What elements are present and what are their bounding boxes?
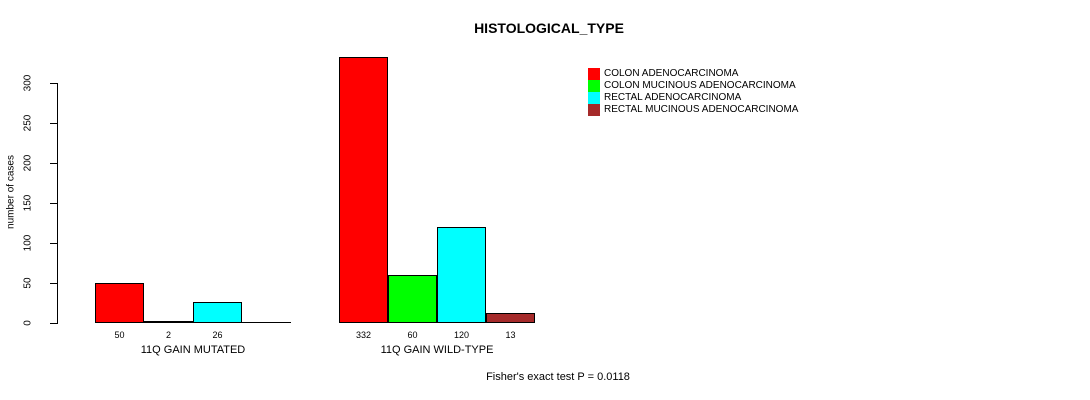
bar	[388, 275, 437, 323]
legend-item: COLON ADENOCARCINOMA	[588, 68, 798, 80]
legend-item-label: RECTAL ADENOCARCINOMA	[604, 92, 742, 103]
legend-swatch-icon	[588, 80, 600, 92]
y-tick-label: 0	[22, 320, 34, 326]
chart-title: HISTOLOGICAL_TYPE	[474, 20, 624, 36]
bar	[339, 57, 388, 323]
bar-value-label: 60	[407, 330, 418, 340]
bar	[486, 313, 535, 323]
y-tick-mark	[50, 323, 57, 324]
bar-value-label: 120	[453, 330, 470, 340]
y-axis-line	[57, 83, 58, 324]
y-tick-label: 250	[22, 114, 34, 132]
legend-swatch-icon	[588, 92, 600, 104]
y-tick-label: 150	[22, 194, 34, 212]
y-tick-mark	[50, 283, 57, 284]
bar	[144, 321, 193, 323]
y-tick-label: 300	[22, 74, 34, 92]
legend-item-label: COLON ADENOCARCINOMA	[604, 68, 739, 79]
bar-value-label: 13	[505, 330, 516, 340]
bar-value-label: 26	[212, 330, 223, 340]
legend-swatch-icon	[588, 104, 600, 116]
y-tick-mark	[50, 203, 57, 204]
legend-item: RECTAL ADENOCARCINOMA	[588, 92, 798, 104]
y-tick-label: 200	[22, 154, 34, 172]
legend-swatch-icon	[588, 68, 600, 80]
bar-value-label: 50	[114, 330, 125, 340]
y-tick-label: 50	[22, 277, 34, 289]
y-axis-label: number of cases	[5, 155, 17, 229]
legend-item: RECTAL MUCINOUS ADENOCARCINOMA	[588, 104, 798, 116]
bar	[193, 302, 242, 323]
group-label: 11Q GAIN WILD-TYPE	[380, 344, 494, 356]
legend: COLON ADENOCARCINOMA COLON MUCINOUS ADENO…	[588, 68, 798, 116]
legend-item-label: RECTAL MUCINOUS ADENOCARCINOMA	[604, 104, 799, 115]
legend-item-label: COLON MUCINOUS ADENOCARCINOMA	[604, 80, 796, 91]
y-tick-mark	[50, 83, 57, 84]
fisher-test-note: Fisher's exact test P = 0.0118	[486, 371, 630, 383]
bar	[437, 227, 486, 323]
y-tick-label: 100	[22, 234, 34, 252]
y-tick-mark	[50, 123, 57, 124]
legend-item: COLON MUCINOUS ADENOCARCINOMA	[588, 80, 798, 92]
y-tick-mark	[50, 243, 57, 244]
y-tick-mark	[50, 163, 57, 164]
bar	[95, 283, 144, 323]
bar-value-label: 332	[355, 330, 372, 340]
bar-value-label: 2	[165, 330, 172, 340]
group-label: 11Q GAIN MUTATED	[140, 344, 246, 356]
